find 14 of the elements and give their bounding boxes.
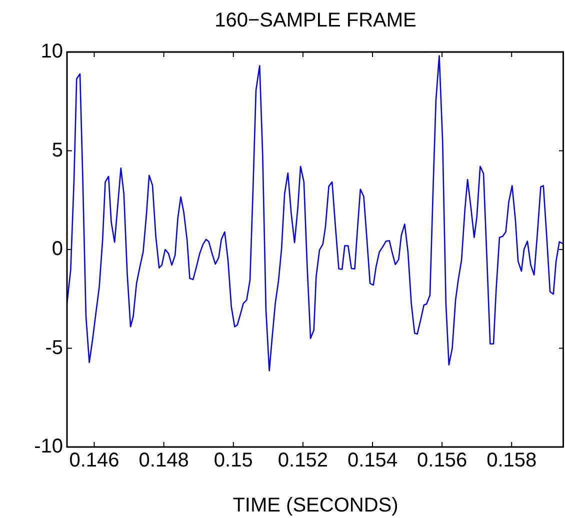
x-tick-label: 0.158 [486, 450, 537, 472]
y-tick-label: 10 [40, 40, 63, 63]
y-tick-label: -5 [45, 336, 63, 359]
x-tick-label: 0.156 [417, 450, 468, 472]
chart-title: 160−SAMPLE FRAME [214, 10, 416, 32]
x-tick-label: 0.15 [214, 450, 253, 472]
x-tick-label: 0.146 [69, 450, 120, 472]
x-tick-label: 0.152 [278, 450, 328, 472]
y-tick-label: 0 [52, 238, 63, 260]
x-tick-label: 0.148 [138, 450, 189, 472]
x-axis-title: TIME (SECONDS) [232, 494, 398, 517]
x-tick-label: 0.154 [347, 450, 398, 472]
y-tick-label: 5 [52, 139, 63, 162]
y-tick-label: -10 [34, 436, 63, 458]
